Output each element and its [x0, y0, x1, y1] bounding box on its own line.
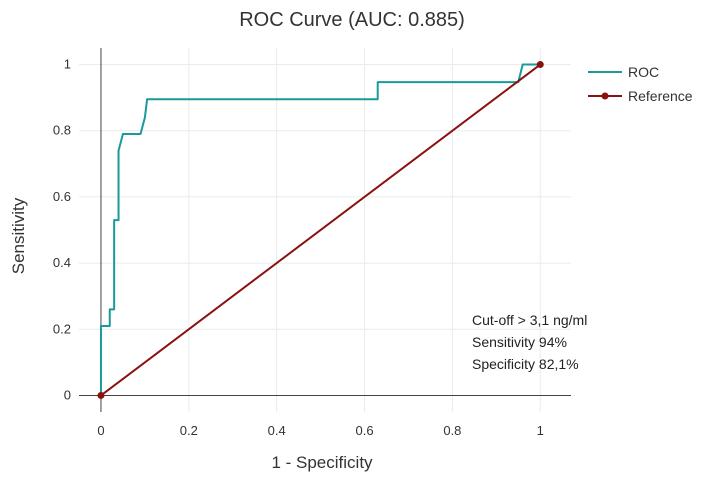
y-tick-label: 0	[64, 387, 71, 402]
x-tick-label: 1	[537, 423, 544, 438]
annotation-box: Cut-off ˃ 3,1 ng/ml Sensitivity 94% Spec…	[472, 312, 587, 372]
series-line-reference	[100, 63, 541, 397]
grid	[79, 48, 571, 412]
y-axis-title: Sensitivity	[9, 197, 28, 274]
annotation-sensitivity: Sensitivity 94%	[472, 334, 567, 350]
series-line-roc	[99, 63, 541, 396]
x-tick-labels: 0 0.2 0.4 0.6 0.8 1	[97, 423, 544, 438]
x-tick-label: 0.6	[355, 423, 373, 438]
legend-marker-reference	[601, 92, 609, 100]
legend: ROC Reference	[588, 64, 693, 104]
annotation-cutoff: Cut-off ˃ 3,1 ng/ml	[472, 312, 587, 328]
y-tick-labels: 0 0.2 0.4 0.6 0.8 1	[53, 57, 71, 403]
x-tick-label: 0	[97, 423, 104, 438]
y-tick-label: 0.6	[53, 189, 71, 204]
legend-label-roc: ROC	[628, 64, 659, 80]
y-tick-label: 1	[64, 57, 71, 72]
series	[97, 61, 544, 399]
chart-title: ROC Curve (AUC: 0.885)	[239, 9, 465, 31]
x-axis-title: 1 - Specificity	[271, 453, 373, 472]
legend-label-reference: Reference	[628, 88, 693, 104]
x-tick-label: 0.4	[268, 423, 286, 438]
annotation-specificity: Specificity 82,1%	[472, 356, 579, 372]
x-tick-label: 0.2	[180, 423, 198, 438]
y-tick-label: 0.2	[53, 321, 71, 336]
series-point-reference	[536, 61, 544, 69]
y-tick-label: 0.4	[53, 255, 71, 270]
series-point-reference	[97, 391, 105, 399]
y-tick-label: 0.8	[53, 123, 71, 138]
x-tick-label: 0.8	[443, 423, 461, 438]
